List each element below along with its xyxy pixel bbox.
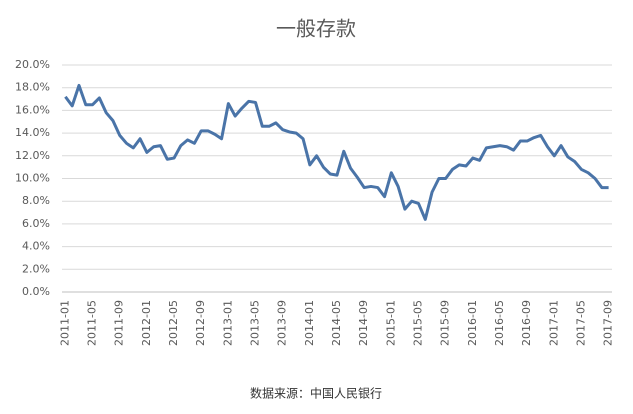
y-tick-label: 10.0% <box>15 172 50 185</box>
x-tick-label: 2013-09 <box>276 300 289 346</box>
x-tick-label: 2016-05 <box>493 300 506 346</box>
y-tick-label: 2.0% <box>22 262 50 275</box>
y-tick-label: 0.0% <box>22 285 50 298</box>
x-tick-label: 2015-09 <box>439 300 452 346</box>
x-tick-label: 2013-01 <box>221 300 234 346</box>
x-tick-label: 2012-05 <box>167 300 180 346</box>
y-tick-label: 12.0% <box>15 149 50 162</box>
x-tick-label: 2017-09 <box>602 300 615 346</box>
y-tick-label: 16.0% <box>15 103 50 116</box>
source-note: 数据来源：中国人民银行 <box>250 386 382 401</box>
x-tick-label: 2017-05 <box>574 300 587 346</box>
x-tick-label: 2011-09 <box>113 300 126 346</box>
y-tick-label: 4.0% <box>22 240 50 253</box>
y-tick-label: 18.0% <box>15 81 50 94</box>
x-tick-label: 2011-05 <box>86 300 99 346</box>
x-tick-label: 2014-09 <box>357 300 370 346</box>
y-tick-label: 8.0% <box>22 194 50 207</box>
x-tick-label: 2015-05 <box>411 300 424 346</box>
x-tick-label: 2015-01 <box>384 300 397 346</box>
x-tick-label: 2014-01 <box>303 300 316 346</box>
x-tick-label: 2017-01 <box>547 300 560 346</box>
x-tick-label: 2012-09 <box>194 300 207 346</box>
y-tick-label: 20.0% <box>15 58 50 71</box>
x-tick-label: 2013-05 <box>249 300 262 346</box>
x-tick-label: 2011-01 <box>58 300 71 346</box>
x-tick-label: 2016-01 <box>466 300 479 346</box>
y-tick-label: 6.0% <box>22 217 50 230</box>
y-tick-label: 14.0% <box>15 126 50 139</box>
chart-title: 一般存款 <box>276 17 356 41</box>
x-tick-label: 2014-05 <box>330 300 343 346</box>
data-line <box>64 83 609 221</box>
x-tick-label: 2016-09 <box>520 300 533 346</box>
x-tick-label: 2012-01 <box>140 300 153 346</box>
